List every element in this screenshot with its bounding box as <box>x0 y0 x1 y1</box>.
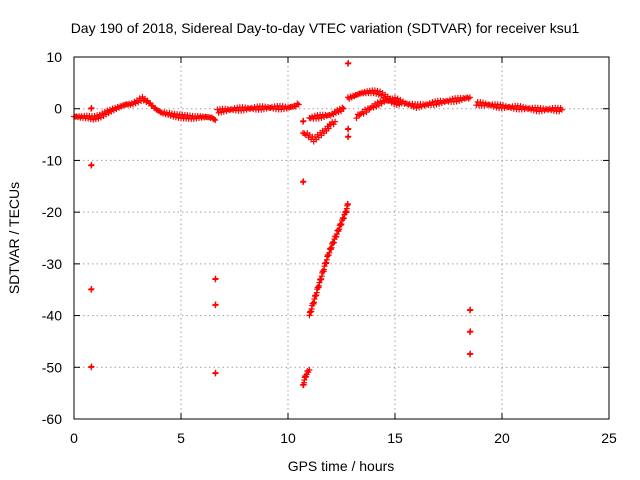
axis-ticks <box>73 56 610 420</box>
data-point <box>467 350 474 357</box>
data-point <box>444 97 451 104</box>
y-tick-label: 10 <box>46 49 62 65</box>
data-point <box>342 208 349 215</box>
data-point <box>311 112 318 119</box>
data-point <box>370 104 377 111</box>
data-point <box>353 115 360 122</box>
data-point <box>88 363 95 370</box>
data-point <box>453 98 460 105</box>
data-point <box>558 106 565 113</box>
data-point <box>220 108 227 115</box>
data-point <box>433 101 440 108</box>
data-point <box>300 178 307 185</box>
x-tick-label: 0 <box>70 430 78 446</box>
data-point <box>466 94 473 101</box>
y-axis-label: SDTVAR / TECUs <box>6 182 22 294</box>
data-point <box>405 101 412 108</box>
x-tick-label: 10 <box>280 430 296 446</box>
data-point <box>345 133 352 140</box>
data-point <box>295 101 302 108</box>
data-point <box>392 94 398 101</box>
y-tick-label: -40 <box>42 308 62 324</box>
data-point <box>345 125 352 132</box>
data-point <box>449 95 456 102</box>
y-tick-labels: -60 -50 -40 -30 -20 -10 0 10 <box>42 49 62 427</box>
y-tick-label: -30 <box>42 256 62 272</box>
y-tick-label: 0 <box>54 101 62 117</box>
grid-lines <box>74 57 609 419</box>
data-point <box>318 114 325 121</box>
data-point <box>267 104 274 111</box>
data-point <box>488 102 495 109</box>
data-point <box>212 369 219 376</box>
data-point <box>338 221 345 228</box>
data-point <box>374 99 381 106</box>
x-tick-label: 25 <box>601 430 617 446</box>
data-point <box>465 95 472 102</box>
data-point <box>538 108 545 115</box>
data-point <box>211 116 218 123</box>
data-point <box>135 99 142 106</box>
data-point <box>373 103 380 110</box>
data-point <box>456 97 463 104</box>
data-point <box>248 104 255 111</box>
data-point <box>517 103 524 110</box>
data-points <box>71 59 565 389</box>
data-point <box>306 366 313 373</box>
data-point <box>502 103 509 110</box>
x-tick-labels: 0 5 10 15 20 25 <box>70 430 617 446</box>
x-tick-label: 5 <box>177 430 185 446</box>
data-point <box>497 101 504 108</box>
data-point <box>345 59 352 66</box>
data-point <box>500 102 507 109</box>
y-tick-label: -50 <box>42 359 62 375</box>
data-point <box>429 99 436 106</box>
y-tick-label: -20 <box>42 204 62 220</box>
data-point <box>339 104 346 111</box>
chart-title: Day 190 of 2018, Sidereal Day-to-day VTE… <box>71 20 580 36</box>
data-point <box>389 95 396 102</box>
data-point <box>283 105 290 112</box>
data-point <box>300 117 307 124</box>
data-point <box>228 106 235 113</box>
data-point <box>394 95 401 102</box>
x-tick-label: 20 <box>494 430 510 446</box>
data-point <box>88 104 95 111</box>
x-axis-label: GPS time / hours <box>288 458 395 474</box>
data-point <box>410 104 417 111</box>
y-tick-label: -60 <box>42 411 62 427</box>
data-point <box>260 106 267 113</box>
data-point <box>467 328 474 335</box>
data-point <box>325 125 332 132</box>
data-point <box>88 161 95 168</box>
data-point <box>396 99 403 106</box>
data-point <box>332 118 339 125</box>
data-point <box>88 285 95 292</box>
data-point <box>416 104 423 111</box>
data-point <box>480 99 487 106</box>
plot-frame <box>73 56 610 420</box>
data-point <box>340 215 347 222</box>
data-point <box>212 275 219 282</box>
data-point <box>263 105 270 112</box>
data-point <box>240 107 247 114</box>
data-point <box>363 109 370 116</box>
data-point <box>247 105 254 112</box>
y-tick-label: -10 <box>42 152 62 168</box>
data-point <box>212 117 219 124</box>
x-tick-label: 15 <box>387 430 403 446</box>
data-point <box>393 98 400 105</box>
data-point <box>467 306 474 313</box>
data-point <box>340 105 347 112</box>
data-point <box>212 301 219 308</box>
data-point <box>344 201 351 208</box>
data-point <box>436 100 443 107</box>
